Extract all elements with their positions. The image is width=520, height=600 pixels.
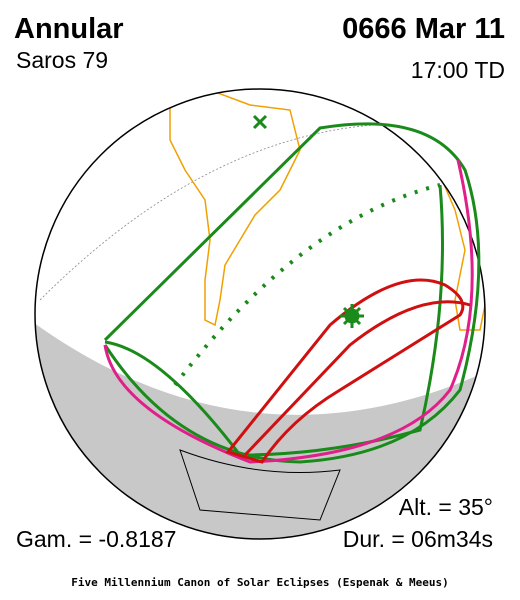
annular-path-limits [225,278,465,464]
greatest-eclipse [340,304,364,328]
penumbra-limit [103,159,474,464]
time: 17:00 TD [411,57,505,83]
footer: Five Millennium Canon of Solar Eclipses … [71,576,449,589]
gamma: Gam. = -0.8187 [16,526,176,552]
central-line [173,183,441,387]
duration: Dur. = 06m34s [343,526,493,552]
globe-outline [34,88,486,540]
eclipse-type: Annular [14,13,124,45]
inner-limit [104,184,444,457]
antarctica [179,449,341,521]
saros: Saros 79 [16,47,108,73]
altitude: Alt. = 35° [399,494,493,520]
date: 0666 Mar 11 [342,13,505,45]
sub-solar-point [252,114,268,130]
night-shade [35,320,485,539]
outer-limit [103,122,481,464]
annular-path-inner [243,300,471,457]
south-america [169,89,301,327]
